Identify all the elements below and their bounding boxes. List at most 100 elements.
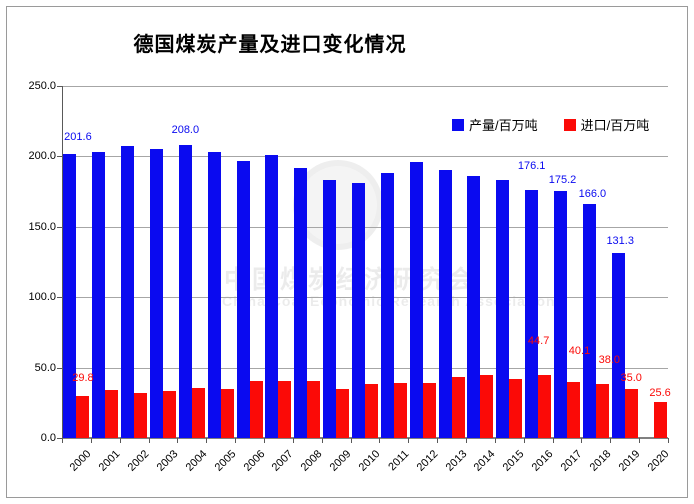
- bar-production-2005: [207, 151, 221, 438]
- bar-import-2016: [538, 375, 552, 438]
- x-axis-tick: [90, 438, 92, 443]
- x-axis-tick: [408, 438, 410, 443]
- x-axis-tick: [350, 438, 352, 443]
- bar-import-2019: [624, 388, 638, 438]
- x-axis-tick: [581, 438, 583, 443]
- bar-import-2014: [480, 375, 494, 438]
- y-axis-tick: [57, 438, 62, 439]
- bar-import-2003: [163, 391, 176, 438]
- data-label-import-2016: 44.7: [527, 335, 550, 348]
- gridline-150.0: [62, 226, 668, 228]
- bar-production-2015: [496, 180, 510, 438]
- x-axis-tick: [523, 438, 525, 443]
- bar-import-2013: [451, 377, 465, 438]
- x-axis-tick: [639, 438, 641, 443]
- gridline-250.0: [62, 86, 668, 87]
- bar-production-2001: [92, 151, 106, 438]
- x-axis-tick: [235, 438, 237, 443]
- x-axis-tick: [264, 438, 265, 443]
- y-axis-tick-label: 100.0: [28, 291, 56, 304]
- bar-production-2014: [467, 175, 481, 438]
- x-axis-tick: [206, 438, 208, 443]
- gridline-50.0: [62, 367, 668, 369]
- x-axis-tick: [466, 438, 467, 443]
- bar-production-2003: [150, 149, 163, 438]
- bar-production-2012: [409, 162, 423, 438]
- bar-production-2010: [352, 183, 365, 438]
- x-axis-tick: [552, 438, 554, 443]
- data-label-import-2017: 40.1: [568, 344, 591, 357]
- legend: 产量/百万吨 进口/百万吨: [452, 115, 649, 134]
- bar-production-2008: [294, 167, 308, 438]
- bar-import-2001: [105, 390, 119, 438]
- bar-production-2002: [121, 145, 135, 438]
- bar-import-2018: [595, 384, 609, 438]
- x-axis-tick: [148, 438, 150, 443]
- gridline-100.0: [62, 297, 668, 299]
- data-label-production-2018: 166.0: [578, 188, 607, 201]
- bar-import-2007: [278, 381, 292, 438]
- bar-production-2011: [380, 173, 394, 438]
- bar-production-2007: [265, 154, 279, 438]
- bar-import-2008: [307, 381, 321, 438]
- chart-border: [6, 6, 688, 498]
- legend-item-imports: 进口/百万吨: [563, 115, 650, 134]
- bar-import-2011: [393, 382, 407, 438]
- plot-area: 201.6 208.0 176.1 175.2 166.0 131.3 29.8 44.7 40…: [62, 86, 671, 439]
- y-axis-tick-label: 250.0: [28, 80, 56, 92]
- bar-production-2018: [582, 204, 596, 438]
- y-axis-tick-label: 50.0: [34, 361, 56, 374]
- bar-import-2009: [336, 389, 350, 438]
- data-label-import-2019: 35.0: [620, 371, 642, 384]
- x-axis-tick: [379, 438, 381, 443]
- bar-production-2000: [63, 154, 77, 438]
- x-axis-tick: [177, 438, 179, 443]
- production-swatch-icon: [452, 118, 464, 131]
- chart-title: 德国煤炭产量及进口变化情况: [133, 34, 407, 56]
- bar-import-2002: [134, 393, 148, 438]
- bar-production-2013: [438, 170, 452, 438]
- data-label-production-2004: 208.0: [171, 124, 200, 137]
- x-axis-tick: [437, 438, 439, 443]
- bar-production-2017: [554, 191, 567, 438]
- legend-label-imports: 进口/百万吨: [580, 118, 650, 133]
- data-label-import-2020: 25.6: [649, 386, 671, 399]
- x-axis-tick: [321, 438, 323, 443]
- y-axis-tick: [57, 156, 62, 158]
- bar-production-2009: [323, 180, 337, 438]
- legend-item-production: 产量/百万吨: [452, 115, 538, 134]
- bar-import-2010: [365, 383, 378, 438]
- bar-production-2019: [611, 253, 625, 438]
- bar-import-2006: [249, 380, 263, 438]
- y-axis-tick-label: 0.0: [40, 432, 56, 444]
- bar-import-2017: [567, 381, 580, 438]
- bar-production-2016: [525, 190, 539, 438]
- x-axis-tick: [610, 438, 612, 443]
- bar-import-2012: [422, 382, 436, 438]
- data-label-import-2018: 38.0: [598, 354, 621, 367]
- y-axis-tick: [57, 367, 62, 369]
- bar-import-2015: [509, 379, 523, 438]
- gridline-0.0: [62, 437, 668, 439]
- y-axis-tick: [57, 226, 62, 228]
- y-axis-tick-label: 200.0: [28, 150, 56, 163]
- bar-production-2006: [236, 161, 250, 438]
- data-label-production-2016: 176.1: [517, 160, 546, 173]
- y-axis-tick: [57, 86, 62, 87]
- data-label-production-2017: 175.2: [548, 174, 577, 187]
- x-axis-tick: [119, 438, 121, 443]
- y-axis-line: [62, 86, 63, 439]
- x-axis-tick: [292, 438, 294, 443]
- x-axis-tick: [668, 438, 669, 443]
- bar-import-2000: [76, 396, 90, 438]
- bar-production-2004: [178, 145, 192, 438]
- data-label-production-2000: 201.6: [64, 131, 92, 144]
- bar-import-2005: [220, 389, 234, 438]
- legend-label-production: 产量/百万吨: [469, 118, 538, 133]
- y-axis-tick-label: 150.0: [28, 220, 56, 233]
- gridline-200.0: [62, 156, 668, 158]
- bar-import-2004: [191, 388, 205, 438]
- x-axis-tick: [62, 438, 63, 443]
- data-label-import-2000: 29.8: [72, 372, 94, 385]
- y-axis-tick: [57, 297, 62, 299]
